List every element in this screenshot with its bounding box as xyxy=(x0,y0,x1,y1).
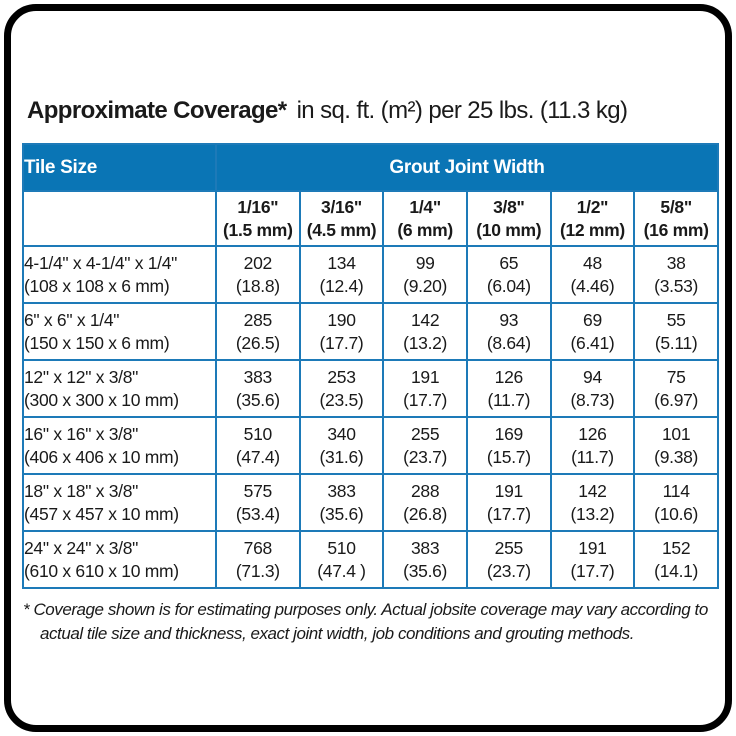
coverage-cell: 55 (5.11) xyxy=(633,302,719,361)
table-row: 4-1/4" x 4-1/4" x 1/4" (108 x 108 x 6 mm)… xyxy=(22,245,719,304)
empty-corner-cell xyxy=(22,190,217,247)
coverage-cell: 126 (11.7) xyxy=(549,416,636,475)
page-title-suffix: in sq. ft. (m²) per 25 lbs. (11.3 kg) xyxy=(296,97,628,124)
column-header: 1/16" (1.5 mm) xyxy=(215,190,301,247)
coverage-cell: 768 (71.3) xyxy=(215,530,301,589)
table-row: 16" x 16" x 3/8" (406 x 406 x 10 mm) 510 (4… xyxy=(22,416,719,475)
coverage-table: Tile Size Grout Joint Width 1/16" (1.5 mm… xyxy=(22,143,719,589)
coverage-cell: 191 (17.7) xyxy=(465,473,552,532)
coverage-cell: 142 (13.2) xyxy=(549,473,636,532)
tile-size-cell: 6" x 6" x 1/4" (150 x 150 x 6 mm) xyxy=(22,302,217,361)
coverage-cell: 253 (23.5) xyxy=(298,359,385,418)
coverage-cell: 134 (12.4) xyxy=(298,245,385,304)
table-row: 24" x 24" x 3/8" (610 x 610 x 10 mm) 768 (7… xyxy=(22,530,719,589)
column-header: 1/4" (6 mm) xyxy=(382,190,468,247)
column-header: 3/16" (4.5 mm) xyxy=(298,190,385,247)
coverage-cell: 340 (31.6) xyxy=(298,416,385,475)
coverage-cell: 101 (9.38) xyxy=(633,416,719,475)
tile-size-cell: 24" x 24" x 3/8" (610 x 610 x 10 mm) xyxy=(22,530,217,589)
coverage-cell: 94 (8.73) xyxy=(549,359,636,418)
coverage-cell: 93 (8.64) xyxy=(465,302,552,361)
tile-size-cell: 18" x 18" x 3/8" (457 x 457 x 10 mm) xyxy=(22,473,217,532)
coverage-cell: 126 (11.7) xyxy=(465,359,552,418)
table-body: 4-1/4" x 4-1/4" x 1/4" (108 x 108 x 6 mm)… xyxy=(22,245,719,589)
page-title: Approximate Coverage* in sq. ft. (m²) pe… xyxy=(27,97,714,125)
table-row: 12" x 12" x 3/8" (300 x 300 x 10 mm) 383 (3… xyxy=(22,359,719,418)
column-header: 3/8" (10 mm) xyxy=(465,190,552,247)
coverage-cell: 65 (6.04) xyxy=(465,245,552,304)
coverage-cell: 114 (10.6) xyxy=(633,473,719,532)
table-head: Tile Size Grout Joint Width 1/16" (1.5 mm… xyxy=(22,143,719,247)
coverage-cell: 169 (15.7) xyxy=(465,416,552,475)
coverage-cell: 191 (17.7) xyxy=(549,530,636,589)
coverage-cell: 510 (47.4 ) xyxy=(298,530,385,589)
coverage-cell: 288 (26.8) xyxy=(382,473,468,532)
group-header-row: Tile Size Grout Joint Width xyxy=(22,143,719,192)
coverage-cell: 202 (18.8) xyxy=(215,245,301,304)
tile-size-cell: 4-1/4" x 4-1/4" x 1/4" (108 x 108 x 6 mm) xyxy=(22,245,217,304)
coverage-cell: 142 (13.2) xyxy=(382,302,468,361)
footnote: * Coverage shown is for estimating purpo… xyxy=(23,600,708,643)
column-header: 1/2" (12 mm) xyxy=(549,190,636,247)
table-row: 6" x 6" x 1/4" (150 x 150 x 6 mm) 285 (26.5… xyxy=(22,302,719,361)
coverage-cell: 99 (9.20) xyxy=(382,245,468,304)
coverage-cell: 383 (35.6) xyxy=(382,530,468,589)
tile-size-header: Tile Size xyxy=(22,143,217,192)
coverage-cell: 255 (23.7) xyxy=(465,530,552,589)
coverage-cell: 152 (14.1) xyxy=(633,530,719,589)
coverage-cell: 191 (17.7) xyxy=(382,359,468,418)
coverage-cell: 255 (23.7) xyxy=(382,416,468,475)
coverage-cell: 190 (17.7) xyxy=(298,302,385,361)
coverage-cell: 575 (53.4) xyxy=(215,473,301,532)
bordered-card: Approximate Coverage* in sq. ft. (m²) pe… xyxy=(4,4,732,732)
coverage-cell: 75 (6.97) xyxy=(633,359,719,418)
column-header-row: 1/16" (1.5 mm) 3/16" (4.5 mm) 1/4" (6 mm) 3/8"… xyxy=(22,190,719,247)
coverage-cell: 510 (47.4) xyxy=(215,416,301,475)
coverage-cell: 383 (35.6) xyxy=(298,473,385,532)
column-header: 5/8" (16 mm) xyxy=(633,190,719,247)
coverage-cell: 285 (26.5) xyxy=(215,302,301,361)
coverage-cell: 38 (3.53) xyxy=(633,245,719,304)
tile-size-cell: 16" x 16" x 3/8" (406 x 406 x 10 mm) xyxy=(22,416,217,475)
page-title-main: Approximate Coverage* xyxy=(27,97,287,124)
coverage-cell: 69 (6.41) xyxy=(549,302,636,361)
table-row: 18" x 18" x 3/8" (457 x 457 x 10 mm) 575 (5… xyxy=(22,473,719,532)
coverage-cell: 48 (4.46) xyxy=(549,245,636,304)
card-content: Approximate Coverage* in sq. ft. (m²) pe… xyxy=(11,11,725,646)
tile-size-cell: 12" x 12" x 3/8" (300 x 300 x 10 mm) xyxy=(22,359,217,418)
coverage-cell: 383 (35.6) xyxy=(215,359,301,418)
grout-joint-width-header: Grout Joint Width xyxy=(215,143,719,192)
